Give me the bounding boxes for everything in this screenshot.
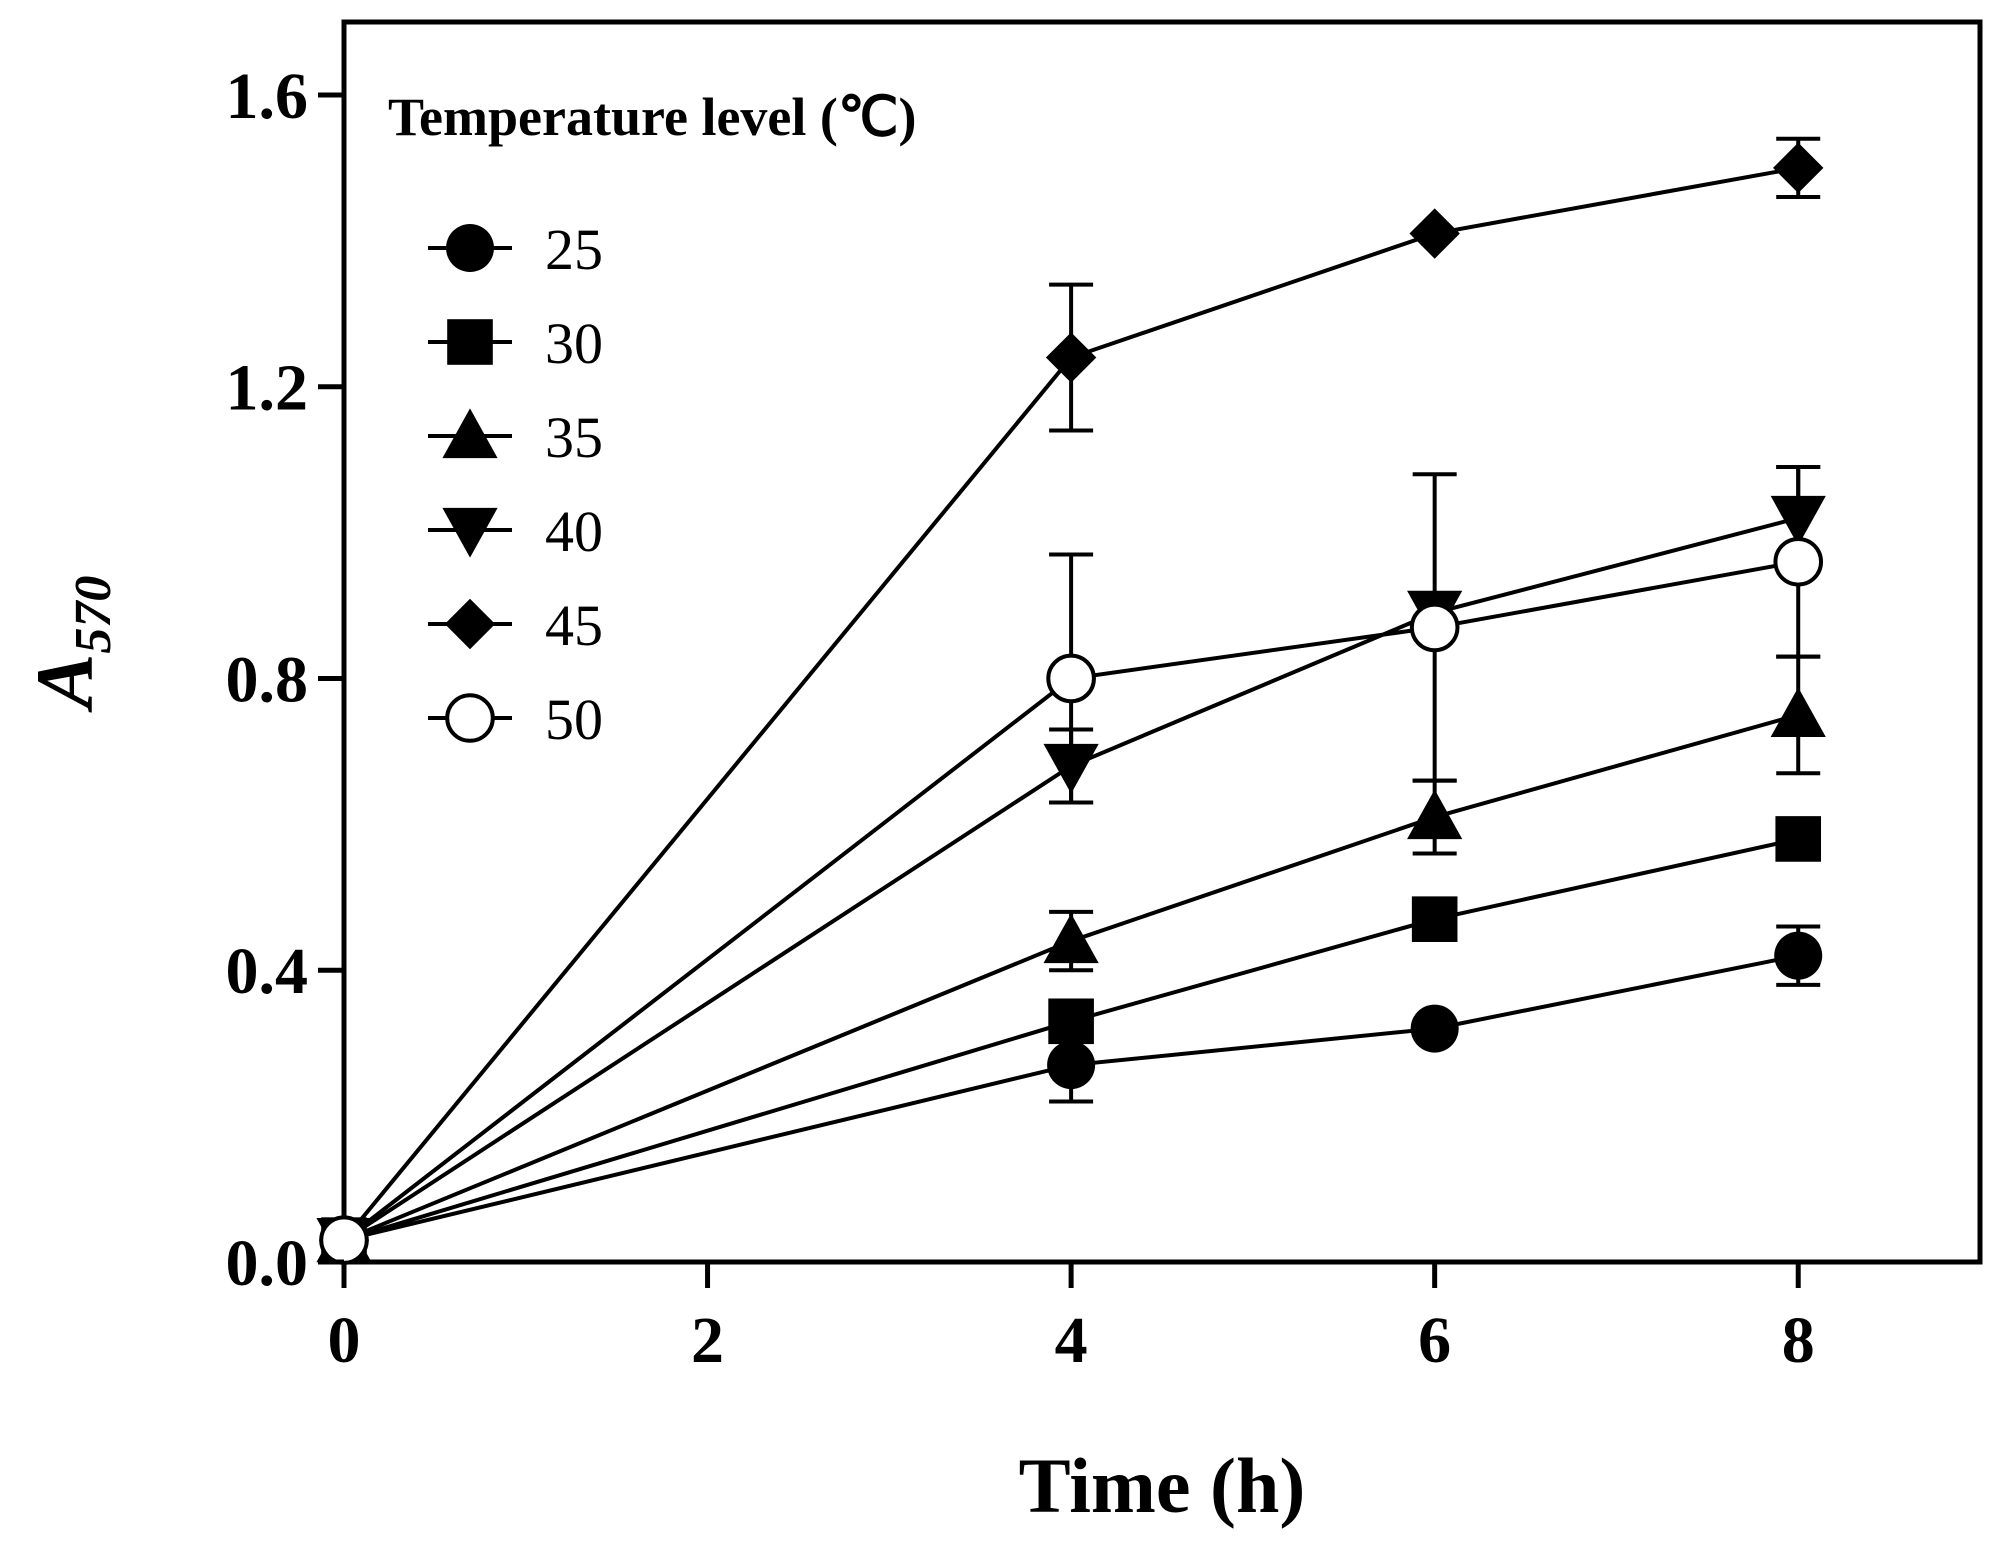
y-tick-label: 1.2 xyxy=(226,352,309,425)
series-layer xyxy=(316,136,1826,1268)
x-tick-label: 6 xyxy=(1418,1304,1451,1377)
legend-item-35: 35 xyxy=(428,405,603,470)
series-line-40 xyxy=(342,516,1799,1242)
data-point-45 xyxy=(1773,142,1824,194)
y-axis-title: A570 xyxy=(19,576,122,714)
legend-item-40: 40 xyxy=(428,499,603,564)
data-point-35 xyxy=(1043,913,1099,964)
y-tick-label: 0.0 xyxy=(226,1227,309,1300)
series-25 xyxy=(320,924,1823,1265)
legend-marker-45 xyxy=(444,598,496,650)
legend-label: 40 xyxy=(545,499,603,564)
legend-label: 25 xyxy=(545,217,603,282)
data-point-45 xyxy=(1409,208,1460,259)
legend-title: Temperature level (℃) xyxy=(388,87,917,147)
data-point-25 xyxy=(1047,1041,1096,1090)
series-30 xyxy=(321,816,1822,1263)
series-line-25 xyxy=(343,953,1799,1243)
data-point-30 xyxy=(1048,998,1094,1045)
legend-item-30: 30 xyxy=(428,311,603,376)
legend-label: 45 xyxy=(545,593,603,658)
series-line-50 xyxy=(342,559,1799,1242)
data-point-35 xyxy=(1407,789,1463,840)
data-point-45 xyxy=(1045,332,1097,383)
legend-marker-25 xyxy=(446,224,494,272)
x-axis-title: Time (h) xyxy=(1019,1442,1306,1529)
legend-item-45: 45 xyxy=(428,593,603,658)
legend-item-50: 50 xyxy=(428,687,603,752)
data-point-50 xyxy=(1046,653,1096,704)
legend-marker-30 xyxy=(447,319,493,365)
x-tick-label: 4 xyxy=(1055,1304,1088,1377)
axes-layer: 0 2 4 6 8 0.0 0.4 0.8 1.2 1.6 Time (h) A570 xyxy=(19,60,1815,1529)
legend-marker-40 xyxy=(442,507,498,558)
plot-frame xyxy=(341,19,1983,1265)
legend-label: 30 xyxy=(545,311,603,376)
y-axis-title-main: A xyxy=(19,654,110,714)
data-point-25 xyxy=(1774,931,1823,980)
legend-label: 50 xyxy=(545,687,603,752)
legend-marker-50 xyxy=(445,693,495,743)
y-axis-title-subscript: 570 xyxy=(65,576,122,654)
data-point-50 xyxy=(319,1215,369,1265)
legend-item-25: 25 xyxy=(428,217,603,282)
series-50 xyxy=(319,464,1824,1265)
series-line-45 xyxy=(342,165,1799,1242)
legend: Temperature level (℃) 25 30 35 40 45 50 xyxy=(388,87,917,752)
data-point-30 xyxy=(1411,896,1458,942)
data-point-35 xyxy=(1770,687,1826,738)
legend-label: 35 xyxy=(545,405,603,470)
y-tick-label: 0.4 xyxy=(226,935,309,1008)
y-tick-label: 1.6 xyxy=(226,60,309,133)
data-point-25 xyxy=(1410,1004,1459,1053)
x-tick-label: 2 xyxy=(691,1304,724,1377)
data-point-50 xyxy=(1773,536,1824,587)
series-line-30 xyxy=(343,836,1799,1243)
x-tick-label: 8 xyxy=(1782,1304,1815,1377)
plot-frame-layer xyxy=(341,19,1983,1265)
data-point-50 xyxy=(1409,602,1460,653)
y-tick-label: 0.8 xyxy=(226,643,309,716)
series-line-35 xyxy=(343,713,1799,1242)
x-tick-label: 0 xyxy=(328,1304,361,1377)
legend-marker-35 xyxy=(442,408,498,459)
data-point-30 xyxy=(1775,816,1822,862)
